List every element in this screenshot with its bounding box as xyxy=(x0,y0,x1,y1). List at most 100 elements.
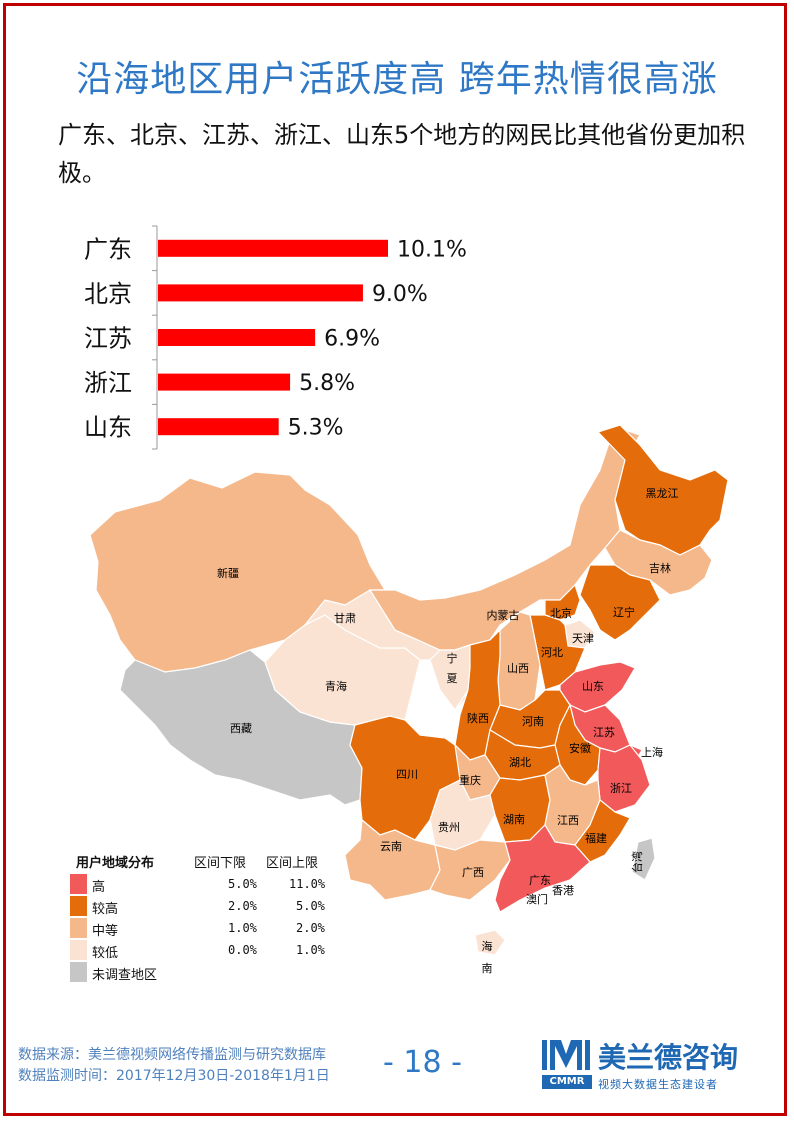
map-label-青海: 青海 xyxy=(325,679,347,693)
region-云南 xyxy=(344,818,441,901)
map-label-内蒙古: 内蒙古 xyxy=(487,608,520,622)
map-label-福建: 福建 xyxy=(585,831,607,845)
region-辽宁 xyxy=(579,564,661,641)
map-label-ningxia_top: 宁 xyxy=(447,651,458,665)
legend-row: 较高 2.0% 5.0% xyxy=(70,896,350,918)
legend-swatch xyxy=(70,874,87,894)
region-福建 xyxy=(574,799,631,863)
legend-label: 未调查地区 xyxy=(92,968,158,983)
logo-name: 美兰德咨询 xyxy=(598,1041,739,1074)
map-label-安徽: 安徽 xyxy=(569,741,591,755)
bar-北京 xyxy=(158,284,363,302)
map-label-四川: 四川 xyxy=(396,768,418,781)
bar-category-label: 浙江 xyxy=(84,369,132,397)
map-label-天津: 天津 xyxy=(572,632,594,645)
legend-upper: 5.0% xyxy=(296,899,325,913)
map-label-河北: 河北 xyxy=(541,646,563,659)
map-label-香港: 香港 xyxy=(552,884,574,897)
legend-swatch xyxy=(70,940,87,960)
map-label-江西: 江西 xyxy=(557,814,579,827)
region-海南 xyxy=(474,929,506,956)
data-source-text: 数据来源：美兰德视频网络传播监测与研究数据库 xyxy=(18,1047,326,1063)
bar-value-label: 6.9% xyxy=(324,327,380,352)
page-subtitle: 广东、北京、江苏、浙江、山东5个地方的网民比其他省份更加积极。 xyxy=(58,121,746,187)
bar-value-label: 10.1% xyxy=(397,237,467,262)
legend-col-lower: 区间下限 xyxy=(194,856,247,871)
map-label-hainan_top: 海 xyxy=(482,939,493,953)
data-period-text: 数据监测时间：2017年12月30日-2018年1月1日 xyxy=(18,1068,330,1084)
map-label-云南: 云南 xyxy=(380,840,402,853)
legend-lower: 5.0% xyxy=(228,877,257,891)
legend-title: 用户地域分布 xyxy=(76,856,155,871)
legend-label: 较低 xyxy=(92,946,119,961)
map-label-北京: 北京 xyxy=(550,606,572,620)
map-label-ningxia_bottom: 夏 xyxy=(447,672,458,685)
map-label-广西: 广西 xyxy=(462,866,484,879)
map-label-河南: 河南 xyxy=(522,715,544,728)
legend-row: 较低 0.0% 1.0% xyxy=(70,940,350,962)
map-label-山东: 山东 xyxy=(582,680,604,693)
legend-row: 高 5.0% 11.0% xyxy=(70,874,350,896)
map-label-新疆: 新疆 xyxy=(217,566,239,580)
map-label-西藏: 西藏 xyxy=(230,722,252,735)
logo-badge: CMMR xyxy=(542,1075,592,1089)
map-label-甘肃: 甘肃 xyxy=(334,612,356,625)
legend-upper: 1.0% xyxy=(296,943,325,957)
map-label-山西: 山西 xyxy=(507,662,529,675)
region-山东 xyxy=(559,661,636,713)
bar-category-label: 山东 xyxy=(84,414,132,442)
map-label-辽宁: 辽宁 xyxy=(613,605,635,619)
map-label-taiwan: 台湾 xyxy=(630,851,644,873)
legend-col-upper: 区间上限 xyxy=(266,856,319,871)
legend-row: 中等 1.0% 2.0% xyxy=(70,918,350,940)
map-label-上海: 上海 xyxy=(641,745,663,759)
region-西藏 xyxy=(119,649,363,806)
legend-upper: 11.0% xyxy=(289,877,326,891)
map-label-hainan_bottom: 南 xyxy=(482,962,493,975)
bar-value-label: 5.8% xyxy=(299,371,355,396)
bar-chart: 广东 10.1% 北京 9.0% 江苏 6.9% 浙江 5.8% 山东 5.3% xyxy=(84,225,467,450)
region-台湾 xyxy=(631,837,656,881)
legend-label: 较高 xyxy=(92,902,119,917)
legend-label: 高 xyxy=(92,880,106,895)
map-label-澳门: 澳门 xyxy=(526,892,548,906)
bar-value-label: 5.3% xyxy=(288,416,344,441)
legend-lower: 2.0% xyxy=(228,899,257,913)
legend-row: 未调查地区 xyxy=(70,962,350,984)
map-label-江苏: 江苏 xyxy=(593,726,615,739)
bar-山东 xyxy=(158,418,279,436)
bar-category-label: 江苏 xyxy=(84,325,132,353)
logo-m-icon xyxy=(542,1040,590,1070)
bar-category-label: 北京 xyxy=(84,280,132,308)
page-title: 沿海地区用户活跃度高 跨年热情很高涨 xyxy=(76,59,718,100)
bar-category-label: 广东 xyxy=(84,235,132,263)
legend-lower: 1.0% xyxy=(228,921,257,935)
map-label-湖南: 湖南 xyxy=(503,813,525,826)
legend-label: 中等 xyxy=(92,924,119,939)
bar-江苏 xyxy=(158,329,316,346)
region-黑龙江 xyxy=(596,424,729,556)
bar-浙江 xyxy=(158,373,291,391)
region-浙江 xyxy=(597,744,651,813)
legend-lower: 0.0% xyxy=(228,943,257,957)
map-label-浙江: 浙江 xyxy=(610,782,632,795)
page-number: - 18 - xyxy=(383,1045,462,1080)
map-label-陕西: 陕西 xyxy=(467,711,489,725)
legend-upper: 2.0% xyxy=(296,921,325,935)
map-label-湖北: 湖北 xyxy=(509,756,531,769)
legend-swatch xyxy=(70,918,87,938)
map-label-贵州: 贵州 xyxy=(438,821,460,834)
legend-swatch xyxy=(70,896,87,916)
map-label-重庆: 重庆 xyxy=(459,773,481,787)
map-label-广东: 广东 xyxy=(529,874,551,887)
legend-swatch xyxy=(70,962,87,982)
map-label-黑龙江: 黑龙江 xyxy=(646,487,679,500)
logo-tagline: 视频大数据生态建设者 xyxy=(598,1078,718,1091)
map-label-吉林: 吉林 xyxy=(649,561,671,575)
region-广东 xyxy=(494,824,591,913)
bar-广东 xyxy=(158,239,388,257)
company-logo: CMMR 美兰德咨询 视频大数据生态建设者 xyxy=(540,1038,755,1093)
footer-source: 数据来源：美兰德视频网络传播监测与研究数据库 数据监测时间：2017年12月30… xyxy=(18,1045,330,1087)
region-广西 xyxy=(429,839,511,901)
